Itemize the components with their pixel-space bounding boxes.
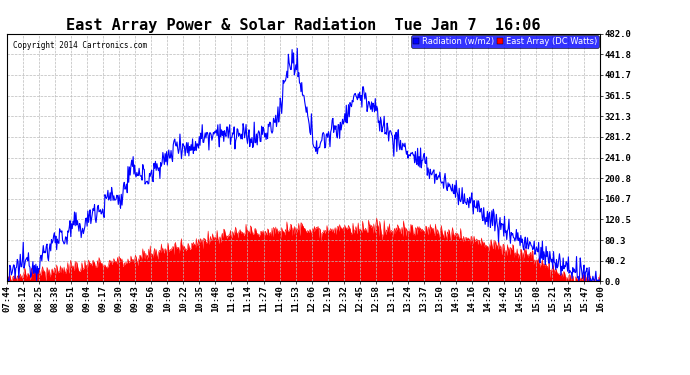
Title: East Array Power & Solar Radiation  Tue Jan 7  16:06: East Array Power & Solar Radiation Tue J…: [66, 16, 541, 33]
Text: Copyright 2014 Cartronics.com: Copyright 2014 Cartronics.com: [13, 41, 147, 50]
Legend: Radiation (w/m2), East Array (DC Watts): Radiation (w/m2), East Array (DC Watts): [411, 35, 599, 48]
